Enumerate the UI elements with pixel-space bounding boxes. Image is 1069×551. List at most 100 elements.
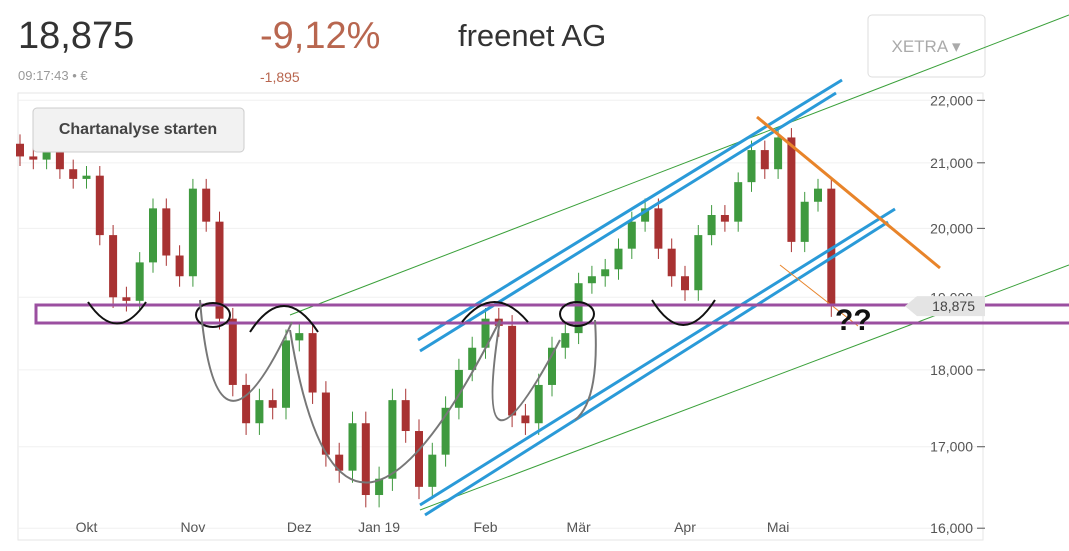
stock-name: freenet AG: [458, 18, 606, 53]
exchange-dropdown[interactable]: XETRA ▾: [867, 14, 986, 78]
y-tick-label: 20,000: [930, 220, 973, 236]
candle-body: [16, 143, 24, 157]
candle-body: [255, 400, 264, 424]
channel-line: [419, 91, 837, 353]
candle-body: [760, 150, 769, 170]
pattern-mark: [461, 301, 529, 323]
candle-body: [654, 208, 663, 249]
candle-body: [282, 340, 290, 408]
annotation-text: ??: [835, 304, 872, 337]
candle-body: [548, 347, 556, 385]
candles: [16, 128, 836, 508]
annotations: ??: [34, 14, 1069, 517]
dropdown-box[interactable]: [867, 14, 986, 78]
candle-body: [667, 248, 676, 277]
candle-body: [268, 400, 277, 408]
candle-body: [375, 478, 384, 496]
candle-body: [149, 208, 157, 263]
candle-body: [814, 188, 822, 202]
candle-body: [401, 400, 410, 432]
support-zone: [34, 303, 1069, 325]
candle-body: [348, 423, 357, 471]
x-tick-label: Nov: [180, 519, 205, 535]
candle-body: [734, 182, 743, 222]
candle-body: [694, 235, 703, 291]
candle-body: [614, 248, 623, 270]
candle-body: [215, 221, 224, 319]
x-tick-label: Dez: [287, 519, 312, 535]
candle-body: [202, 188, 211, 222]
candle-body: [641, 208, 650, 222]
last-price-label: 18,875: [932, 298, 975, 314]
axis: 16,00017,00018,00019,00020,00021,00022,0…: [76, 92, 985, 536]
candle-body: [601, 269, 610, 277]
candle-body: [428, 454, 437, 487]
candle-body: [415, 431, 423, 487]
candle-body: [587, 276, 596, 284]
candle-body: [720, 215, 729, 222]
button-box[interactable]: [32, 107, 245, 153]
x-tick-label: Feb: [473, 519, 497, 535]
candle-body: [335, 454, 344, 471]
x-tick-label: Apr: [674, 519, 696, 535]
candle-body: [321, 392, 330, 455]
y-tick-label: 21,000: [930, 155, 973, 171]
pattern-mark: [651, 299, 716, 326]
candle-body: [308, 333, 317, 393]
pattern-mark: [195, 302, 231, 328]
candle-body: [681, 276, 689, 291]
y-tick-label: 22,000: [930, 92, 973, 108]
candle-body: [787, 137, 796, 242]
pattern-mark: [559, 301, 595, 327]
rounding-arc: [574, 319, 597, 421]
button-label[interactable]: Chartanalyse starten: [59, 121, 217, 138]
pattern-mark: [87, 301, 147, 325]
candle-body: [454, 369, 463, 408]
analysis-button[interactable]: Chartanalyse starten: [32, 107, 245, 153]
candle-body: [707, 215, 716, 236]
y-tick-label: 18,000: [930, 362, 973, 378]
rounding-arc: [491, 319, 561, 422]
candle-body: [441, 407, 450, 455]
candle-body: [561, 333, 570, 348]
rounding-arc: [289, 319, 501, 484]
candle-body: [95, 175, 104, 236]
candle-body: [135, 262, 144, 301]
channel-line: [417, 78, 843, 342]
candle-body: [109, 235, 118, 298]
candle-body: [521, 415, 530, 424]
x-tick-label: Jan 19: [358, 519, 400, 535]
x-tick-label: Mai: [767, 519, 790, 535]
candle-body: [627, 221, 636, 249]
candle-body: [42, 150, 51, 160]
dropdown-label[interactable]: XETRA ▾: [892, 37, 961, 56]
candle-body: [747, 150, 756, 183]
rounding-arc: [199, 299, 293, 402]
change-absolute: -1,895: [260, 69, 300, 85]
candle-body: [388, 400, 397, 479]
candle-body: [361, 423, 370, 496]
candle-body: [29, 156, 38, 160]
price: 18,875: [18, 15, 134, 57]
candle-body: [468, 347, 477, 370]
candle-body: [122, 297, 131, 301]
candle-body: [242, 384, 251, 424]
pattern-mark: [249, 305, 319, 333]
candle-body: [188, 188, 197, 277]
channel-line: [424, 220, 889, 517]
candle-body: [69, 169, 78, 179]
channel-line: [419, 207, 896, 507]
candle-body: [55, 150, 64, 170]
last-price-marker: [905, 296, 985, 317]
x-tick-label: Mär: [567, 519, 591, 535]
candle-body: [295, 333, 304, 341]
projection-line: [779, 264, 859, 327]
y-tick-label: 17,000: [930, 439, 973, 455]
resistance-line: [756, 115, 941, 270]
change-percent: -9,12%: [260, 15, 380, 57]
y-tick-label: 16,000: [930, 520, 973, 536]
x-tick-label: Okt: [76, 519, 98, 535]
candle-body: [228, 318, 237, 385]
